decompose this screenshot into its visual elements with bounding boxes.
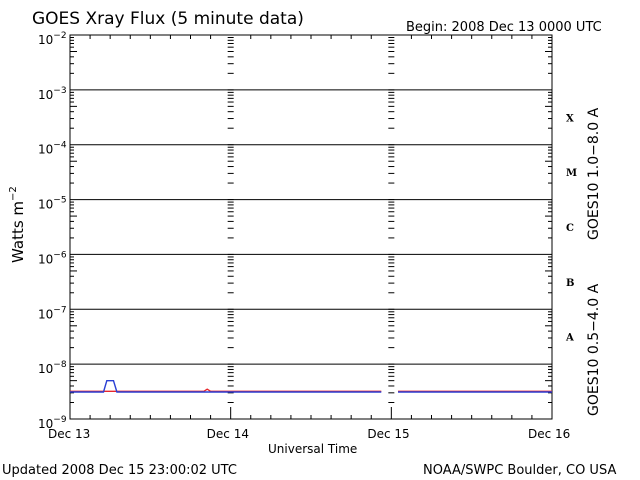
y-tick-exp: −7	[53, 305, 66, 315]
y-tick-exp: −2	[53, 31, 66, 41]
begin-date: Begin: 2008 Dec 13 0000 UTC	[406, 20, 602, 35]
x-tick-label: Dec 15	[367, 427, 409, 441]
updated-timestamp: Updated 2008 Dec 15 23:00:02 UTC	[2, 463, 237, 478]
y-axis-label: Watts m−2	[8, 186, 27, 263]
y-tick-label: 10−6	[38, 250, 67, 266]
x-tick-label: Dec 16	[528, 427, 570, 441]
flare-class-x: X	[566, 113, 574, 124]
y-tick-label: 10−3	[38, 86, 67, 102]
y-tick-exp: −6	[53, 250, 67, 260]
y-tick-base: 10	[38, 417, 53, 431]
x-tick-label: Dec 14	[207, 427, 249, 441]
flare-class-b: B	[566, 278, 574, 289]
y-tick-base: 10	[38, 33, 53, 47]
flare-class-c: C	[566, 223, 574, 234]
y-tick-exp: −3	[53, 86, 66, 96]
data-series	[70, 380, 552, 393]
y-tick-base: 10	[38, 362, 53, 376]
y-tick-label: 10−9	[38, 415, 67, 431]
x-axis-label: Universal Time	[268, 442, 357, 456]
x-tick-labels: Dec 13 Dec 14 Dec 15 Dec 16	[48, 427, 570, 441]
y-tick-base: 10	[38, 143, 53, 157]
y-tick-exp: −4	[53, 141, 67, 151]
y-tick-label: 10−8	[38, 360, 67, 376]
legend-long-wave: GOES10 1.0−8.0 A	[586, 107, 602, 240]
flare-class-a: A	[565, 333, 574, 344]
y-tick-exp: −5	[53, 196, 66, 206]
y-tick-exp: −9	[53, 415, 67, 425]
y-tick-base: 10	[38, 307, 53, 321]
legend-short-wave: GOES10 0.5−4.0 A	[586, 283, 602, 416]
x-tick-label: Dec 13	[48, 427, 90, 441]
flare-class-labels: X M C B A	[565, 113, 577, 343]
series-short-wave-line	[70, 380, 382, 393]
y-tick-label: 10−4	[38, 141, 67, 157]
y-axis-label-main: Watts m	[9, 201, 27, 263]
flare-class-m: M	[566, 168, 577, 179]
y-tick-labels: 10−210−310−410−510−610−710−810−9	[38, 31, 67, 431]
y-axis-label-exp: −2	[8, 186, 19, 201]
y-tick-base: 10	[38, 88, 53, 102]
y-tick-label: 10−5	[38, 196, 67, 212]
credit-text: NOAA/SWPC Boulder, CO USA	[423, 463, 616, 478]
y-tick-base: 10	[38, 198, 53, 212]
y-tick-exp: −8	[53, 360, 67, 370]
plot-frame	[69, 34, 553, 420]
y-tick-base: 10	[38, 252, 53, 266]
y-tick-label: 10−7	[38, 305, 67, 321]
plot-grid	[70, 35, 552, 420]
chart-title: GOES Xray Flux (5 minute data)	[32, 9, 304, 29]
y-tick-label: 10−2	[38, 31, 67, 47]
